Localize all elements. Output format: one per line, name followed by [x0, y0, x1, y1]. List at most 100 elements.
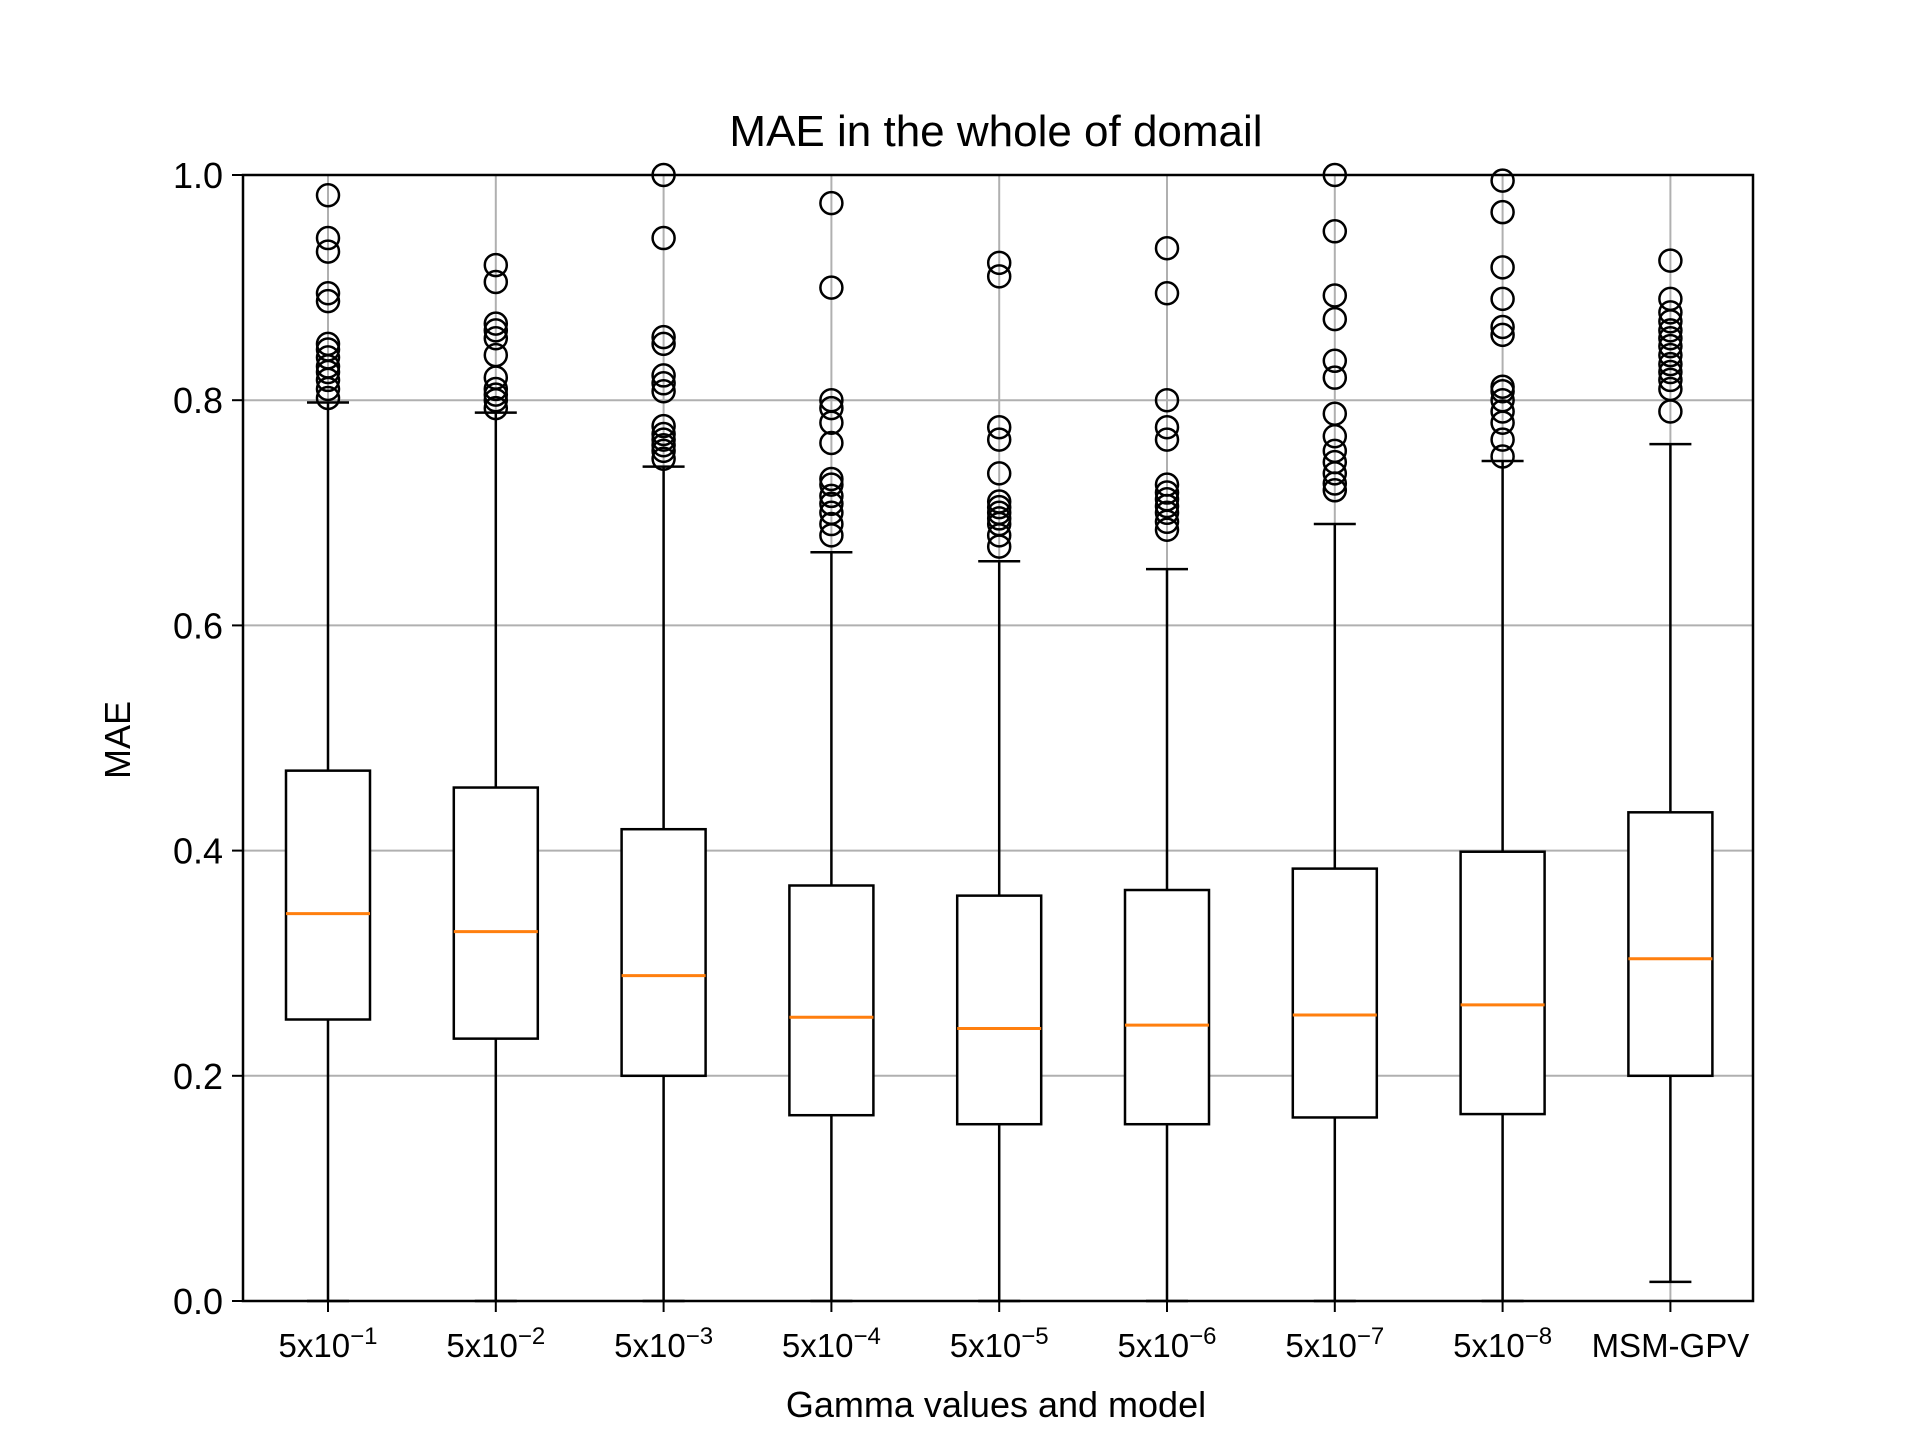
- outlier-point: [819, 491, 844, 517]
- outlier-point: [1490, 322, 1515, 348]
- outlier-point: [651, 413, 676, 439]
- box-group: [1459, 168, 1546, 1303]
- outlier-point: [483, 311, 509, 336]
- outlier-point: [986, 264, 1012, 289]
- outlier-point: [651, 324, 676, 350]
- outlier-point: [1490, 286, 1515, 312]
- outlier-point: [483, 376, 509, 402]
- outlier-point: [1154, 517, 1180, 542]
- x-tick-label: 5x10−7: [1285, 1323, 1384, 1364]
- box-group: [788, 190, 875, 1303]
- outlier-point: [819, 387, 844, 413]
- outlier-point: [819, 511, 844, 537]
- x-tick-label: 5x10−8: [1453, 1323, 1552, 1364]
- outlier-point: [819, 190, 844, 216]
- outlier-point: [1322, 348, 1348, 374]
- plot-frame: [241, 173, 1755, 1303]
- outlier-point: [1490, 427, 1515, 452]
- outlier-point: [1658, 367, 1683, 393]
- outlier-point: [1322, 449, 1348, 475]
- iqr-box: [1627, 811, 1714, 1078]
- outlier-point: [819, 275, 844, 300]
- outlier-point: [1490, 199, 1515, 225]
- outlier-point: [986, 500, 1012, 526]
- outlier-point: [1658, 333, 1683, 359]
- outlier-point: [651, 225, 676, 251]
- outlier-point: [1490, 399, 1515, 424]
- y-tick-label: 0.2: [173, 1056, 223, 1097]
- outlier-point: [986, 250, 1012, 276]
- outlier-point: [315, 239, 341, 264]
- outlier-point: [1658, 300, 1683, 325]
- outlier-point: [1658, 248, 1683, 273]
- box-group: [284, 183, 372, 1303]
- y-tick-label: 1.0: [173, 155, 223, 196]
- iqr-box: [788, 884, 875, 1117]
- outlier-point: [315, 331, 341, 357]
- x-tick-label: 5x10−2: [446, 1323, 545, 1364]
- x-tick-label: 5x10−6: [1118, 1323, 1217, 1364]
- outlier-point: [1154, 387, 1180, 413]
- y-axis-label: MAE: [97, 701, 138, 779]
- outlier-point: [483, 395, 509, 421]
- outlier-point: [651, 331, 676, 357]
- outlier-point: [986, 506, 1012, 531]
- outlier-point: [1322, 438, 1348, 464]
- outlier-point: [819, 472, 844, 497]
- outlier-point: [483, 382, 509, 407]
- outlier-point: [1658, 351, 1683, 377]
- outlier-point: [986, 461, 1012, 486]
- outlier-point: [1658, 376, 1683, 402]
- axes: 0.0 0.2 0.4 0.6 0.8 1.0 5x10−1 5x10−2 5x10−3 5x10…: [173, 155, 1749, 1364]
- outlier-point: [651, 378, 676, 404]
- outlier-point: [651, 432, 676, 458]
- x-tick-label: 5x10−1: [279, 1323, 378, 1364]
- outlier-point: [1322, 478, 1348, 503]
- box-group: [1627, 248, 1714, 1284]
- outlier-point: [819, 430, 844, 456]
- outlier-point: [1658, 342, 1683, 368]
- outlier-point: [1154, 472, 1180, 497]
- outlier-point: [315, 280, 341, 306]
- outlier-point: [651, 421, 676, 447]
- iqr-box: [955, 894, 1043, 1126]
- outlier-point: [1490, 168, 1515, 193]
- outlier-point: [651, 446, 676, 472]
- outlier-point: [1490, 374, 1515, 399]
- outlier-point: [1154, 480, 1180, 505]
- outlier-point: [1658, 359, 1683, 385]
- outlier-point: [1154, 487, 1180, 512]
- y-tick-label: 0.0: [173, 1281, 223, 1322]
- outlier-point: [315, 337, 341, 362]
- box-series: [284, 162, 1714, 1303]
- outlier-point: [315, 345, 341, 370]
- y-tick-label: 0.6: [173, 605, 223, 646]
- iqr-box: [620, 827, 707, 1078]
- outlier-point: [651, 371, 676, 396]
- outlier-point: [819, 466, 844, 492]
- outlier-point: [986, 414, 1012, 440]
- outlier-point: [986, 427, 1012, 452]
- outlier-point: [819, 483, 844, 509]
- outlier-point: [1322, 219, 1348, 244]
- outlier-point: [315, 225, 341, 251]
- y-tick-label: 0.4: [173, 831, 223, 872]
- iqr-box: [1123, 888, 1211, 1126]
- outlier-point: [483, 269, 509, 295]
- outlier-point: [1322, 306, 1348, 332]
- outlier-point: [1154, 280, 1180, 306]
- x-tick-label: MSM-GPV: [1592, 1327, 1750, 1364]
- outlier-point: [986, 494, 1012, 520]
- outlier-point: [483, 342, 509, 368]
- outlier-point: [315, 288, 341, 314]
- box-group: [452, 252, 540, 1303]
- outlier-point: [651, 363, 676, 388]
- iqr-box: [1459, 850, 1546, 1116]
- outlier-point: [1490, 387, 1515, 413]
- iqr-box: [452, 786, 540, 1040]
- outlier-point: [1490, 314, 1515, 340]
- outlier-point: [819, 395, 844, 421]
- x-tick-label: 5x10−5: [950, 1323, 1049, 1364]
- chart-title: MAE in the whole of domail: [729, 107, 1262, 156]
- x-axis-label: Gamma values and model: [786, 1384, 1206, 1425]
